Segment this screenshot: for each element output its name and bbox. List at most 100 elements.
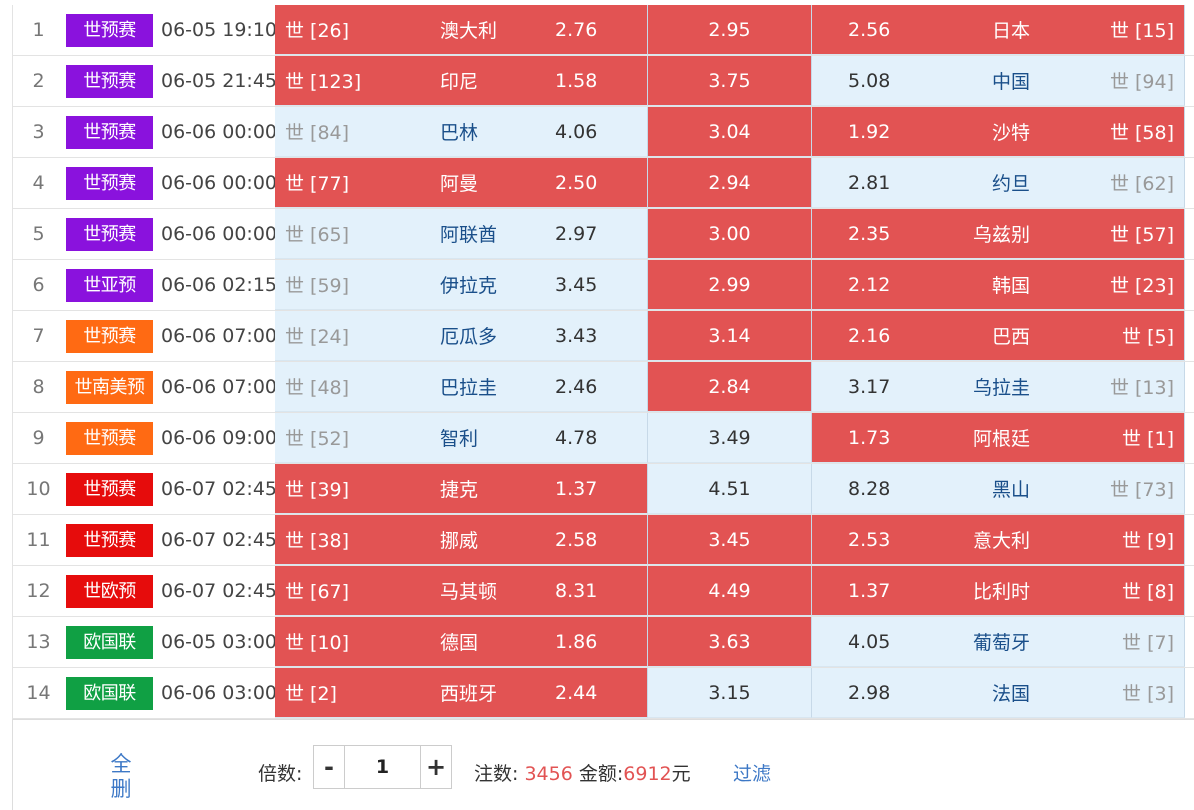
home-win-option[interactable]: 世 [65] 阿联酋 2.97: [275, 209, 648, 259]
draw-odds: 2.84: [708, 375, 751, 398]
league-badge: 世预赛: [66, 166, 153, 200]
away-win-option[interactable]: 2.56 日本 世 [15]: [812, 5, 1185, 55]
away-team: 韩国: [991, 275, 1030, 297]
draw-option[interactable]: 4.51: [648, 464, 812, 514]
league-badge: 世预赛: [66, 319, 153, 353]
draw-option[interactable]: 3.00: [648, 209, 812, 259]
home-win-option[interactable]: 世 [67] 马其顿 8.31: [275, 566, 648, 616]
away-win-option[interactable]: 4.05 葡萄牙 世 [7]: [812, 617, 1185, 667]
away-team: 沙特: [991, 122, 1030, 144]
away-win-option[interactable]: 1.73 阿根廷 世 [1]: [812, 413, 1185, 463]
home-win-option[interactable]: 世 [123] 印尼 1.58: [275, 56, 648, 106]
away-win-option[interactable]: 2.81 约旦 世 [62]: [812, 158, 1185, 208]
draw-option[interactable]: 4.49: [648, 566, 812, 616]
away-win-option[interactable]: 2.12 韩国 世 [23]: [812, 260, 1185, 310]
match-row: 10 世预赛 06-07 02:45 世 [39] 捷克 1.37 4.51 8.28 黑山 世 …: [12, 464, 1194, 515]
home-win-option[interactable]: 世 [77] 阿曼 2.50: [275, 158, 648, 208]
match-number: 10: [12, 464, 64, 514]
draw-option[interactable]: 3.14: [648, 311, 812, 361]
home-team: 西班牙: [440, 683, 498, 705]
match-number: 8: [12, 362, 64, 412]
filter-button[interactable]: 过滤: [733, 763, 772, 785]
home-win-option[interactable]: 世 [39] 捷克 1.37: [275, 464, 648, 514]
away-team: 巴西: [991, 326, 1030, 348]
away-rank: 世 [5]: [1122, 326, 1174, 348]
away-win-option[interactable]: 3.17 乌拉圭 世 [13]: [812, 362, 1185, 412]
home-rank: 世 [10]: [285, 632, 350, 654]
away-odds: 2.35: [848, 222, 891, 245]
home-odds: 2.58: [555, 528, 598, 551]
draw-option[interactable]: 3.45: [648, 515, 812, 565]
away-win-option[interactable]: 2.35 乌兹别 世 [57]: [812, 209, 1185, 259]
away-win-option[interactable]: 1.92 沙特 世 [58]: [812, 107, 1185, 157]
draw-option[interactable]: 3.04: [648, 107, 812, 157]
draw-odds: 3.45: [708, 528, 751, 551]
away-odds: 2.81: [848, 171, 891, 194]
increase-button[interactable]: +: [420, 746, 451, 788]
draw-odds: 3.14: [708, 324, 751, 347]
league-badge: 世预赛: [66, 472, 153, 506]
match-row: 6 世亚预 06-06 02:15 世 [59] 伊拉克 3.45 2.99 2.12 韩国 世 …: [12, 260, 1194, 311]
match-row: 5 世预赛 06-06 00:00 世 [65] 阿联酋 2.97 3.00 2.35 乌兹别 世…: [12, 209, 1194, 260]
league-cell: 世预赛: [66, 515, 153, 565]
home-win-option[interactable]: 世 [10] 德国 1.86: [275, 617, 648, 667]
draw-option[interactable]: 2.94: [648, 158, 812, 208]
match-row: 11 世预赛 06-07 02:45 世 [38] 挪威 2.58 3.45 2.53 意大利 世…: [12, 515, 1194, 566]
league-badge: 世南美预: [66, 370, 153, 404]
draw-option[interactable]: 3.15: [648, 668, 812, 718]
away-win-option[interactable]: 2.53 意大利 世 [9]: [812, 515, 1185, 565]
home-win-option[interactable]: 世 [59] 伊拉克 3.45: [275, 260, 648, 310]
away-win-option[interactable]: 2.98 法国 世 [3]: [812, 668, 1185, 718]
home-win-option[interactable]: 世 [38] 挪威 2.58: [275, 515, 648, 565]
draw-option[interactable]: 3.75: [648, 56, 812, 106]
league-cell: 世亚预: [66, 260, 153, 310]
match-time: 06-06 07:00: [161, 325, 278, 347]
home-odds: 2.50: [555, 171, 598, 194]
away-win-option[interactable]: 5.08 中国 世 [94]: [812, 56, 1185, 106]
home-team: 马其顿: [440, 581, 498, 603]
draw-option[interactable]: 3.63: [648, 617, 812, 667]
away-win-option[interactable]: 8.28 黑山 世 [73]: [812, 464, 1185, 514]
home-win-option[interactable]: 世 [48] 巴拉圭 2.46: [275, 362, 648, 412]
away-win-option[interactable]: 2.16 巴西 世 [5]: [812, 311, 1185, 361]
match-row: 4 世预赛 06-06 00:00 世 [77] 阿曼 2.50 2.94 2.81 约旦 世 […: [12, 158, 1194, 209]
away-odds: 2.12: [848, 273, 891, 296]
home-win-option[interactable]: 世 [2] 西班牙 2.44: [275, 668, 648, 718]
draw-option[interactable]: 2.99: [648, 260, 812, 310]
match-time: 06-06 02:15: [161, 274, 278, 296]
amount-value: 6912: [623, 763, 672, 785]
away-rank: 世 [8]: [1122, 581, 1174, 603]
match-row: 2 世预赛 06-05 21:45 世 [123] 印尼 1.58 3.75 5.08 中国 世 …: [12, 56, 1194, 107]
match-time: 06-07 02:45: [161, 529, 278, 551]
home-rank: 世 [59]: [285, 275, 350, 297]
home-win-option[interactable]: 世 [26] 澳大利 2.76: [275, 5, 648, 55]
match-number: 1: [12, 5, 64, 55]
away-team: 日本: [991, 20, 1030, 42]
home-team: 厄瓜多: [440, 326, 498, 348]
draw-option[interactable]: 3.49: [648, 413, 812, 463]
away-win-option[interactable]: 1.37 比利时 世 [8]: [812, 566, 1185, 616]
home-rank: 世 [26]: [285, 20, 350, 42]
home-win-option[interactable]: 世 [84] 巴林 4.06: [275, 107, 648, 157]
away-odds: 5.08: [848, 69, 891, 92]
multiplier-stepper: - 1 +: [313, 745, 452, 789]
home-win-option[interactable]: 世 [52] 智利 4.78: [275, 413, 648, 463]
multiplier-input[interactable]: 1: [375, 756, 390, 778]
home-odds: 2.76: [555, 18, 598, 41]
multiplier-label: 倍数:: [258, 763, 303, 785]
match-number: 11: [12, 515, 64, 565]
league-cell: 欧国联: [66, 668, 153, 718]
clear-all-button[interactable]: 全删: [110, 752, 132, 801]
decrease-button[interactable]: -: [314, 746, 345, 788]
league-badge: 世预赛: [66, 421, 153, 455]
draw-option[interactable]: 2.84: [648, 362, 812, 412]
away-team: 法国: [991, 683, 1030, 705]
home-odds: 3.45: [555, 273, 598, 296]
draw-option[interactable]: 2.95: [648, 5, 812, 55]
league-cell: 世欧预: [66, 566, 153, 616]
home-odds: 4.06: [555, 120, 598, 143]
home-win-option[interactable]: 世 [24] 厄瓜多 3.43: [275, 311, 648, 361]
home-rank: 世 [123]: [285, 71, 362, 93]
match-table: 1 世预赛 06-05 19:10 世 [26] 澳大利 2.76 2.95 2.56 日本世 …: [12, 5, 1194, 719]
away-odds: 8.28: [848, 477, 891, 500]
